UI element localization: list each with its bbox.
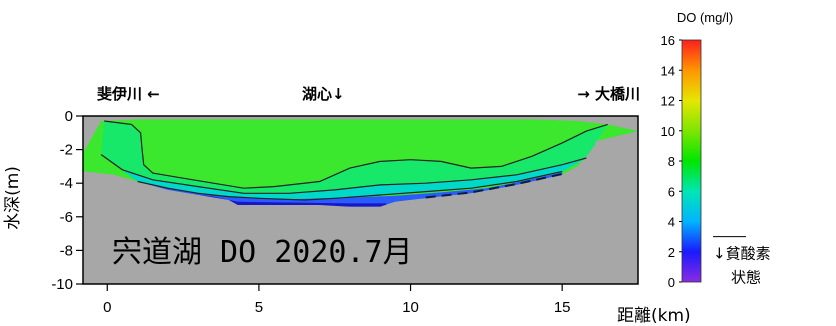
isoline-6 [100,154,587,194]
y-tick-label: -8 [60,242,73,259]
x-tick-label: 15 [554,299,571,316]
y-tick-label: -6 [60,209,73,226]
isoline-8 [104,120,608,189]
y-tick-label: -10 [51,276,73,293]
x-tick-label: 0 [103,299,111,316]
plot-frame [82,115,639,285]
colorbar-tick-label: 8 [668,154,675,169]
colorbar-tick-label: 10 [661,124,675,139]
y-tick-label: -4 [60,175,73,192]
colorbar-tick-label: 12 [661,94,675,109]
lakebed-fill [83,141,638,284]
bottom-edge-dashed [425,173,563,199]
x-axis-title: 距離(km) [617,306,691,326]
isoline-4 [137,170,563,201]
low-do-patch-1 [137,172,563,207]
chart-title: 宍道湖 DO 2020.7月 [112,235,413,270]
location-center-label: 湖心↓ [302,85,345,103]
x-tick-label: 10 [402,299,419,316]
location-right-label: → 大橋川 [577,85,640,103]
x-tick-label: 5 [255,299,263,316]
colorbar-tick-label: 16 [661,33,675,48]
low-do-patch-2 [167,191,387,207]
colorbar-tick-label: 2 [668,245,675,260]
location-left-label: 斐伊川 ← [97,85,160,103]
do-layer-7 [101,121,608,194]
y-axis-title: 水深(m) [3,166,23,230]
hypoxia-label-line2: 状態 [731,269,761,287]
colorbar-tick-label: 14 [661,63,675,78]
colorbar [681,39,702,283]
colorbar-title: DO (mg/l) [677,10,733,25]
y-tick-label: -2 [60,142,73,159]
hypoxia-label-line1: ↓貧酸素 [713,245,771,263]
y-tick-label: 0 [65,108,73,125]
colorbar-tick-label: 4 [668,215,675,230]
colorbar-tick-label: 0 [668,275,675,290]
colorbar-tick-label: 6 [668,184,675,199]
